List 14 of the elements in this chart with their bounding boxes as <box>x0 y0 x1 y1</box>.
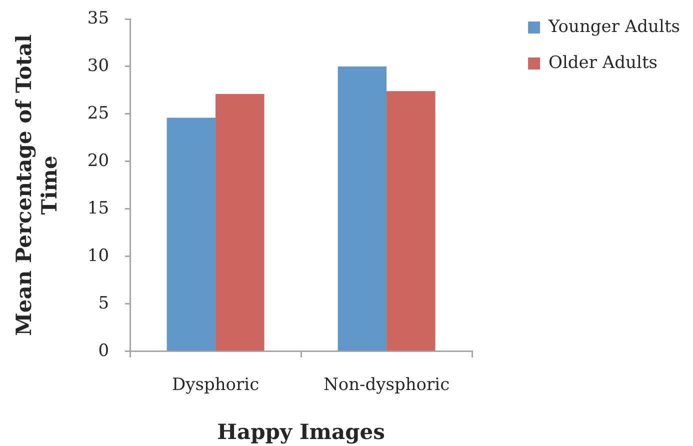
y-tick-label: 30 <box>87 56 110 76</box>
y-tick-label: 25 <box>87 103 110 124</box>
legend-label: Older Adults <box>548 52 658 73</box>
y-tick-label: 0 <box>98 340 110 361</box>
y-tick-label: 35 <box>87 8 110 28</box>
y-tick-label: 5 <box>98 293 110 314</box>
y-tick-label: 10 <box>87 246 110 266</box>
x-tick-label: Dysphoric <box>172 375 260 396</box>
x-axis-title: Happy Images <box>217 418 385 444</box>
y-tick-label: 20 <box>87 150 110 171</box>
y-tick-label: 15 <box>87 198 110 218</box>
x-tick-label: Non-dysphoric <box>323 375 450 396</box>
y-axis-title: Mean Percentage of Total Time <box>11 34 62 336</box>
legend-label: Younger Adults <box>548 16 680 37</box>
